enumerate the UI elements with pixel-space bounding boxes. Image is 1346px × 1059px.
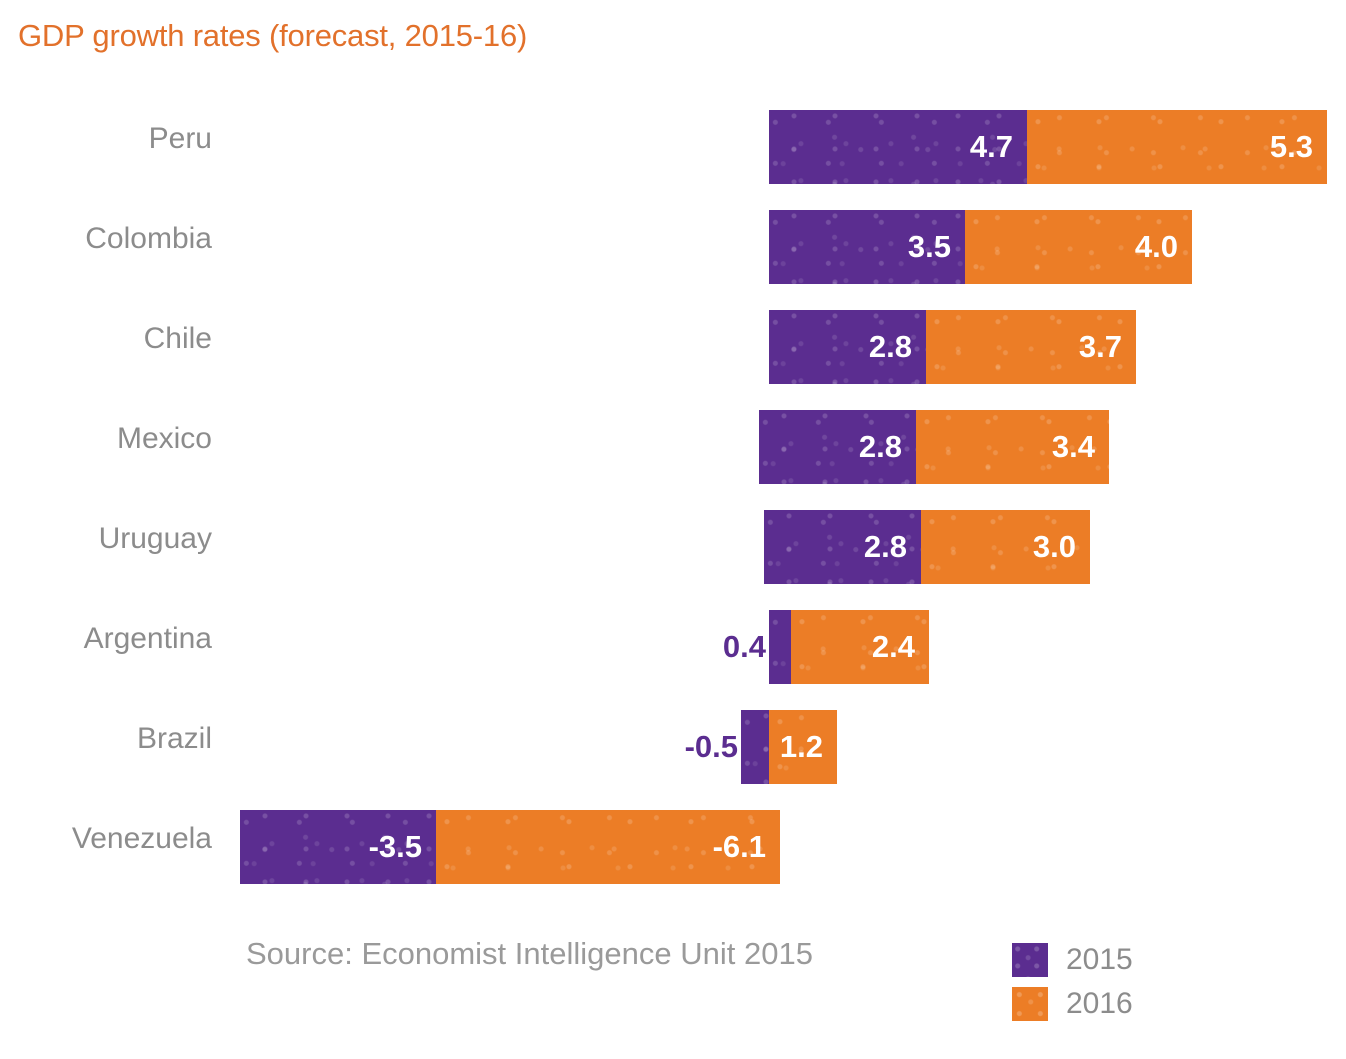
bar-value-2015-venezuela: -3.5 (368, 829, 422, 864)
bar-2015-peru[interactable]: 4.7 (769, 110, 1027, 184)
bar-value-2016-mexico: 3.4 (1051, 429, 1095, 464)
bar-2016-peru[interactable]: 5.3 (1027, 110, 1327, 184)
bar-value-2015-chile: 2.8 (868, 329, 912, 364)
category-label-venezuela: Venezuela (71, 822, 212, 855)
chart-plot-area: Peru 4.7 5.3 Colombia 3.5 4.0 Chile 2.8 3.7 Mexic… (0, 102, 1346, 902)
bar-group: 2.8 3.4 (0, 410, 1346, 484)
chart-row: Venezuela -3.5 -6.1 (0, 802, 1346, 902)
bar-value-2016-colombia: 4.0 (1134, 229, 1178, 264)
bar-group: -0.5 1.2 (0, 710, 1346, 784)
chart-row: Chile 2.8 3.7 (0, 302, 1346, 402)
bar-value-2016-chile: 3.7 (1078, 329, 1122, 364)
bar-value-2016-argentina: 2.4 (871, 629, 915, 664)
legend-item-2015[interactable]: 2015 (1012, 938, 1133, 982)
bar-value-2015-argentina: 0.4 (722, 629, 766, 664)
category-label-peru: Peru (148, 122, 212, 155)
purple-swatch-icon (1012, 943, 1048, 977)
bar-value-2016-venezuela: -6.1 (712, 829, 766, 864)
bar-group: 0.4 2.4 (0, 610, 1346, 684)
bar-group: 2.8 3.7 (0, 310, 1346, 384)
legend-label-2016: 2016 (1066, 987, 1133, 1020)
category-label-chile: Chile (143, 322, 212, 355)
category-label-colombia: Colombia (85, 222, 212, 255)
chart-legend: 2015 2016 (1012, 938, 1133, 1026)
legend-item-2016[interactable]: 2016 (1012, 982, 1133, 1026)
chart-row: Argentina 0.4 2.4 (0, 602, 1346, 702)
bar-group: 3.5 4.0 (0, 210, 1346, 284)
category-label-uruguay: Uruguay (98, 522, 212, 555)
category-label-brazil: Brazil (136, 722, 212, 755)
bar-2015-argentina[interactable] (769, 610, 791, 684)
bar-2015-uruguay[interactable]: 2.8 (764, 510, 921, 584)
category-label-argentina: Argentina (83, 622, 212, 655)
bar-2015-mexico[interactable]: 2.8 (759, 410, 916, 484)
bar-value-2015-uruguay: 2.8 (863, 529, 907, 564)
bar-value-2016-peru: 5.3 (1269, 129, 1313, 164)
bar-2015-colombia[interactable]: 3.5 (769, 210, 965, 284)
bar-value-2015-colombia: 3.5 (907, 229, 951, 264)
legend-label-2015: 2015 (1066, 943, 1133, 976)
bar-2016-colombia[interactable]: 4.0 (965, 210, 1192, 284)
bar-group: -3.5 -6.1 (0, 810, 1346, 884)
chart-row: Uruguay 2.8 3.0 (0, 502, 1346, 602)
chart-row: Colombia 3.5 4.0 (0, 202, 1346, 302)
chart-row: Mexico 2.8 3.4 (0, 402, 1346, 502)
bar-group: 4.7 5.3 (0, 110, 1346, 184)
chart-title: GDP growth rates (forecast, 2015-16) (18, 18, 528, 53)
source-note: Source: Economist Intelligence Unit 2015 (246, 936, 813, 971)
bar-2015-brazil[interactable] (741, 710, 769, 784)
bar-2016-brazil[interactable]: 1.2 (769, 710, 837, 784)
bar-value-2015-mexico: 2.8 (858, 429, 902, 464)
chart-row: Peru 4.7 5.3 (0, 102, 1346, 202)
bar-group: 2.8 3.0 (0, 510, 1346, 584)
bar-2016-chile[interactable]: 3.7 (926, 310, 1136, 384)
orange-swatch-icon (1012, 987, 1048, 1021)
bar-2015-chile[interactable]: 2.8 (769, 310, 926, 384)
bar-2016-argentina[interactable]: 2.4 (791, 610, 929, 684)
bar-value-2015-peru: 4.7 (969, 129, 1013, 164)
bar-2015-venezuela[interactable]: -3.5 (240, 810, 436, 884)
chart-row: Brazil -0.5 1.2 (0, 702, 1346, 802)
bar-value-2016-brazil: 1.2 (779, 729, 823, 764)
bar-2016-uruguay[interactable]: 3.0 (921, 510, 1090, 584)
bar-value-2015-brazil: -0.5 (684, 729, 738, 764)
bar-value-2016-uruguay: 3.0 (1032, 529, 1076, 564)
bar-2016-mexico[interactable]: 3.4 (916, 410, 1109, 484)
bar-2016-venezuela[interactable]: -6.1 (436, 810, 780, 884)
category-label-mexico: Mexico (116, 422, 212, 455)
